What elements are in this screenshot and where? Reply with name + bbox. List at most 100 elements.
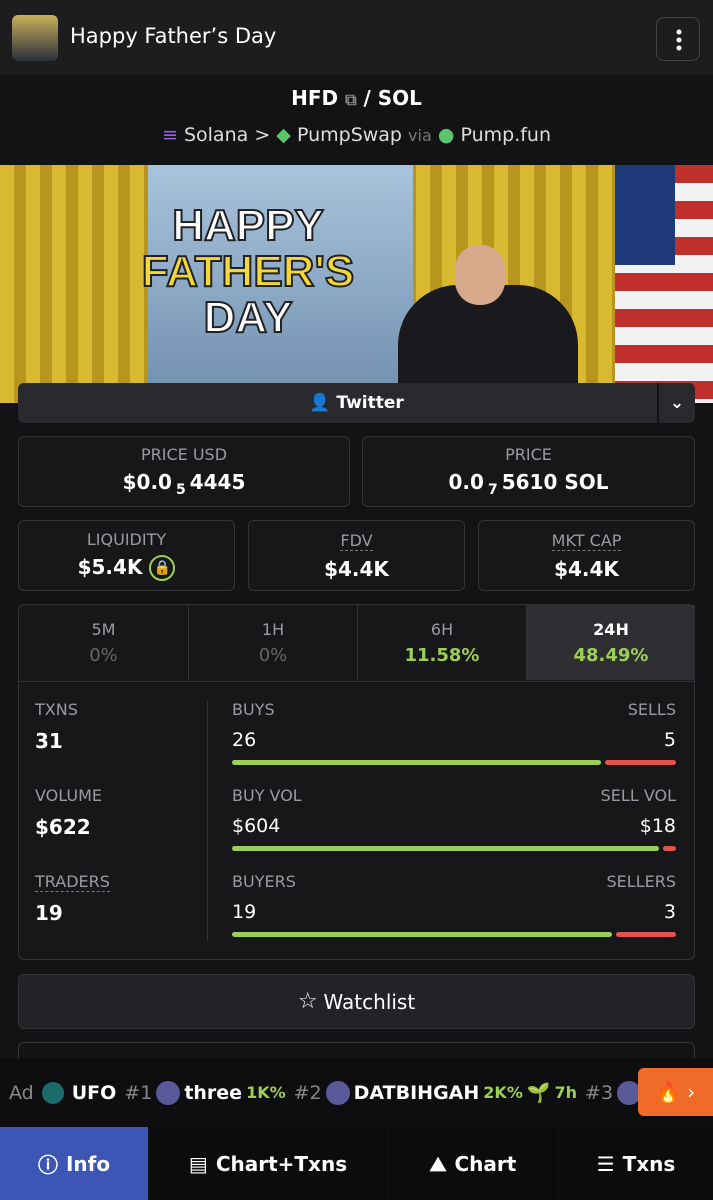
row-value: 19 [35, 901, 63, 925]
period-tab[interactable]: 24H 48.49% [526, 605, 695, 680]
left-label: BUYS [232, 700, 275, 719]
period-label: 6H [430, 619, 454, 639]
row-value: $622 [35, 815, 91, 839]
title: Happy Father’s Day [70, 24, 277, 48]
left-label: BUYERS [232, 872, 296, 891]
nav-tab[interactable]: ⓘ Info [0, 1127, 148, 1200]
row-label: TXNS [35, 700, 78, 719]
ticker-item[interactable]: #3 [585, 1080, 642, 1105]
name: DATBIHGAH [353, 1081, 480, 1104]
copy-icon[interactable]: ⧉ [345, 90, 357, 109]
period-tab[interactable]: 6H 11.58% [357, 605, 526, 680]
watchlist: Watchlist [323, 989, 416, 1014]
base: HFD [291, 86, 339, 110]
price-digits: 4445 [189, 470, 246, 494]
right-label: SELL VOL [600, 786, 676, 805]
left-value: $604 [232, 815, 281, 837]
right-value: $18 [639, 815, 676, 837]
rank: #3 [585, 1081, 614, 1104]
social-button[interactable]: 👤 Twitter ⌄ [18, 383, 695, 423]
nav-label: Txns [622, 1151, 676, 1176]
period-label: 5M [91, 619, 116, 639]
name: three [184, 1081, 243, 1104]
period-change: 48.49% [573, 644, 649, 666]
stat-card: LIQUIDITY $5.4K 🔒 [18, 520, 235, 591]
nav-tab[interactable]: ⛰ Chart [388, 1127, 558, 1200]
right-value: 3 [663, 901, 676, 923]
nav-tab[interactable]: ☰ Txns [559, 1127, 713, 1200]
dex[interactable]: PumpSwap [296, 124, 402, 146]
price-card: PRICE 0.0 7 5610 SOL [362, 436, 695, 507]
sell-bar [605, 760, 676, 765]
banner: HAPPY FATHER'S DAY [0, 165, 713, 403]
stat-value: $5.4K 🔒 [78, 555, 176, 582]
chain[interactable]: Solana [183, 124, 249, 146]
trending-button[interactable]: 🔥 › [638, 1068, 713, 1116]
stat-label: MKT CAP [551, 530, 622, 551]
row-label: TRADERS [35, 872, 110, 892]
social: Twitter [336, 393, 404, 413]
price-sub: 7 [487, 482, 498, 498]
watchlist-button[interactable]: ☆ Watchlist [18, 974, 695, 1029]
period-tab[interactable]: 5M 0% [19, 605, 188, 680]
sprout: 🌱 [526, 1082, 551, 1104]
banner-line: FATHER'S [141, 247, 356, 296]
ticker-item[interactable]: #2 DATBIHGAH 2K% 🌱 7h [293, 1080, 578, 1105]
arrow: > [254, 124, 271, 146]
buy-bar [232, 846, 660, 851]
stat-label: FDV [340, 530, 373, 551]
ticker-item[interactable]: #1 three 1K% [124, 1080, 286, 1105]
change: 1K% [246, 1083, 286, 1102]
left-value: 19 [232, 901, 257, 923]
period-label: 24H [593, 619, 629, 639]
ad-name[interactable]: UFO [71, 1081, 117, 1104]
menu-button[interactable] [656, 17, 700, 61]
price-prefix: $0.0 [122, 470, 172, 494]
change: 2K% [483, 1083, 523, 1102]
period-change: 11.58% [404, 644, 480, 666]
nav-icon: ⓘ [37, 1153, 58, 1177]
period-label: 1H [261, 619, 285, 639]
rank: #2 [293, 1081, 322, 1104]
nav-label: Chart+Txns [215, 1151, 348, 1176]
price-label: PRICE [505, 445, 552, 464]
icon [617, 1080, 642, 1105]
pair: HFD ⧉ / SOL [0, 86, 713, 110]
via: via [408, 126, 432, 145]
stat-value: $4.4K [324, 556, 389, 581]
nav-tab[interactable]: ▤ Chart+Txns [149, 1127, 387, 1200]
period-tab[interactable]: 1H 0% [188, 605, 357, 680]
ticker: Ad UFO #1 three 1K% #2 DATBIHGAH 2K% 🌱 7h #3 🔥 › [0, 1058, 713, 1127]
banner-line: HAPPY [171, 201, 325, 250]
buy-bar [232, 760, 602, 765]
period-change: 0% [258, 644, 288, 666]
sep: / [363, 86, 371, 110]
avatar [12, 15, 58, 61]
nav-icon: ▤ [188, 1151, 208, 1176]
ad: Ad [9, 1081, 34, 1104]
expand[interactable]: ⌄ [657, 383, 695, 423]
price-card: PRICE USD $0.0 5 4445 [18, 436, 350, 507]
nav-icon: ⛰ [429, 1151, 447, 1176]
period-change: 0% [89, 644, 118, 666]
price-sub: 5 [175, 482, 186, 498]
price-prefix: 0.0 [448, 470, 484, 494]
icon [325, 1080, 350, 1105]
row-label: VOLUME [35, 786, 102, 805]
buy-bar [232, 932, 612, 937]
launchpad[interactable]: Pump.fun [460, 124, 551, 146]
quote: SOL [377, 86, 422, 110]
header: Happy Father’s Day [0, 0, 713, 75]
price-value: $0.0 5 4445 [123, 470, 246, 498]
price-label: PRICE USD [140, 445, 228, 464]
age: 7h [554, 1083, 578, 1102]
right-label: SELLS [627, 700, 676, 719]
chain-row: ≡ Solana > ◆ PumpSwap via ● Pump.fun [162, 124, 551, 146]
sell-bar [663, 846, 676, 851]
banner-line: DAY [203, 293, 294, 342]
icon [156, 1080, 181, 1105]
nav-icon: ☰ [596, 1151, 615, 1176]
nav-label: Info [65, 1151, 111, 1176]
right-label: SELLERS [606, 872, 676, 891]
price-digits: 5610 SOL [501, 470, 609, 494]
